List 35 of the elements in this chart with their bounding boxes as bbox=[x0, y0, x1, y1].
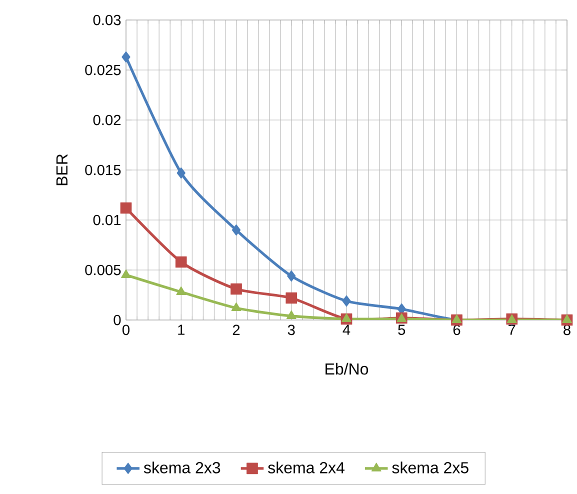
point bbox=[342, 295, 351, 307]
point bbox=[231, 302, 242, 312]
point bbox=[286, 292, 298, 304]
point bbox=[122, 51, 130, 63]
point bbox=[121, 269, 131, 278]
point bbox=[562, 314, 572, 324]
y-tick-label: 0.015 bbox=[85, 164, 121, 176]
x-tick-label: 3 bbox=[288, 324, 295, 336]
point bbox=[287, 270, 296, 282]
y-tick-label: 0.01 bbox=[93, 214, 121, 226]
point bbox=[232, 224, 241, 236]
legend-label: skema 2x3 bbox=[144, 462, 220, 474]
x-tick-label: 0 bbox=[122, 324, 130, 336]
point bbox=[286, 310, 296, 320]
y-tick-label: 0.02 bbox=[93, 114, 121, 126]
x-axis-title: Eb/No bbox=[326, 362, 368, 375]
point bbox=[120, 202, 132, 214]
x-tick-label: 7 bbox=[508, 324, 516, 335]
x-tick-label: 1 bbox=[178, 324, 184, 335]
point bbox=[230, 283, 242, 295]
y-tick-label: 0.025 bbox=[85, 64, 121, 76]
legend-label: skema 2x4 bbox=[268, 462, 344, 474]
y-axis-title: BER bbox=[56, 154, 68, 186]
x-tick-label: 5 bbox=[398, 324, 406, 335]
point bbox=[175, 256, 187, 268]
point bbox=[452, 314, 462, 324]
y-tick-label: 0.005 bbox=[85, 264, 121, 276]
x-tick-label: 2 bbox=[232, 324, 240, 335]
y-tick-label: 0 bbox=[114, 314, 121, 326]
point bbox=[342, 313, 352, 322]
point bbox=[176, 286, 186, 296]
legend-label: skema 2x5 bbox=[392, 462, 468, 474]
y-tick-label: 0.03 bbox=[93, 14, 121, 26]
point bbox=[176, 167, 186, 179]
x-tick-label: 4 bbox=[342, 324, 350, 335]
